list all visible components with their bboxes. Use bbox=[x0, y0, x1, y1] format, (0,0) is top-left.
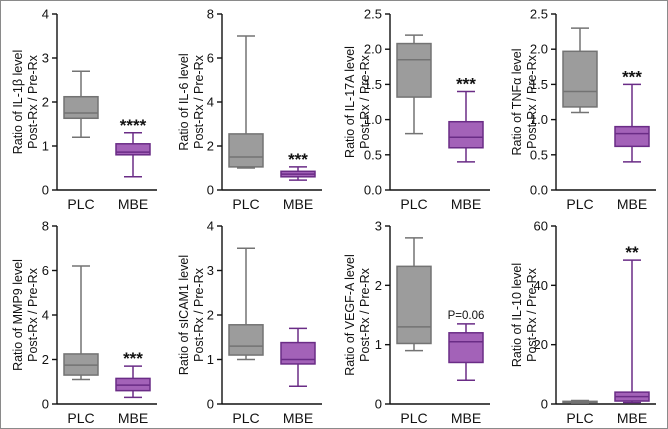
y-tick-label: 3 bbox=[207, 263, 214, 278]
plc-category-label: PLC bbox=[566, 196, 593, 212]
y-tick-label: 1.5 bbox=[530, 77, 548, 92]
y-axis-label: Post-Rx / Pre-Rx bbox=[192, 54, 206, 149]
plc-category-label: PLC bbox=[67, 410, 94, 426]
mbe-box bbox=[115, 143, 151, 156]
y-tick-label: 6 bbox=[42, 263, 49, 278]
y-tick-label: 2.5 bbox=[530, 7, 548, 22]
y-axis-label: Post-Rx / Pre-Rx bbox=[525, 267, 539, 362]
y-tick-label: 1.0 bbox=[364, 112, 382, 127]
y-axis-label: Post-Rx / Pre-Rx bbox=[525, 54, 539, 149]
plc-category-label: PLC bbox=[566, 410, 593, 426]
y-axis-label: Ratio of TNFα level bbox=[510, 48, 524, 155]
y-tick-label: 40 bbox=[534, 278, 548, 293]
significance-annotation: *** bbox=[456, 74, 476, 93]
plc-box bbox=[228, 133, 264, 168]
y-tick-label: 3 bbox=[42, 51, 49, 66]
y-tick-label: 4 bbox=[207, 219, 214, 234]
y-tick-label: 0 bbox=[375, 397, 382, 412]
mbe-box bbox=[448, 332, 484, 364]
mbe-category-label: MBE bbox=[451, 196, 481, 212]
significance-annotation: *** bbox=[622, 67, 642, 86]
plc-category-label: PLC bbox=[400, 410, 427, 426]
y-axis-label: Ratio of sICAM1 level bbox=[177, 255, 191, 375]
mbe-category-label: MBE bbox=[451, 410, 481, 426]
mbe-category-label: MBE bbox=[617, 196, 647, 212]
mbe-category-label: MBE bbox=[283, 410, 313, 426]
significance-annotation: **** bbox=[120, 116, 147, 135]
plc-box bbox=[396, 265, 432, 345]
y-tick-label: 0.0 bbox=[530, 183, 548, 198]
y-tick-label: 0.5 bbox=[364, 147, 382, 162]
y-tick-label: 0.0 bbox=[364, 183, 382, 198]
plc-box bbox=[396, 42, 432, 98]
mbe-category-label: MBE bbox=[617, 410, 647, 426]
significance-annotation: P=0.06 bbox=[448, 310, 485, 322]
y-tick-label: 2.5 bbox=[364, 7, 382, 22]
y-tick-label: 0 bbox=[42, 183, 49, 198]
y-tick-label: 8 bbox=[207, 7, 214, 22]
y-axis-label: Post-Rx / Pre-Rx bbox=[26, 54, 40, 149]
y-axis-label: Ratio of IL-6 level bbox=[177, 53, 191, 150]
y-tick-label: 0 bbox=[541, 397, 548, 412]
y-tick-label: 4 bbox=[42, 308, 49, 323]
mbe-box bbox=[280, 341, 316, 365]
y-tick-label: 20 bbox=[534, 337, 548, 352]
y-axis-label: Post-Rx / Pre-Rx bbox=[192, 267, 206, 362]
y-tick-label: 0.5 bbox=[530, 147, 548, 162]
y-tick-label: 6 bbox=[207, 51, 214, 66]
plc-category-label: PLC bbox=[232, 196, 259, 212]
y-axis-label: Ratio of IL-17A level bbox=[343, 46, 357, 158]
y-tick-label: 0 bbox=[207, 183, 214, 198]
plc-category-label: PLC bbox=[400, 196, 427, 212]
y-axis-label: Ratio of IL-10 level bbox=[510, 263, 524, 367]
y-axis-label: Ratio of IL-1β level bbox=[11, 50, 25, 154]
mbe-category-label: MBE bbox=[118, 196, 148, 212]
plc-category-label: PLC bbox=[67, 196, 94, 212]
y-tick-label: 4 bbox=[42, 7, 49, 22]
y-axis-label: Post-Rx / Pre-Rx bbox=[358, 267, 372, 362]
y-axis-label: Post-Rx / Pre-Rx bbox=[26, 267, 40, 362]
mbe-category-label: MBE bbox=[118, 410, 148, 426]
y-tick-label: 1 bbox=[375, 337, 382, 352]
y-tick-label: 1.0 bbox=[530, 112, 548, 127]
y-tick-label: 4 bbox=[207, 95, 214, 110]
y-tick-label: 2 bbox=[42, 95, 49, 110]
y-tick-label: 1 bbox=[42, 139, 49, 154]
y-tick-label: 0 bbox=[207, 397, 214, 412]
y-axis-label: Ratio of VEGF-A level bbox=[343, 254, 357, 376]
plc-box bbox=[228, 324, 264, 356]
plc-category-label: PLC bbox=[232, 410, 259, 426]
significance-annotation: *** bbox=[123, 349, 143, 368]
y-tick-label: 8 bbox=[42, 219, 49, 234]
significance-annotation: *** bbox=[288, 150, 308, 169]
y-tick-label: 2 bbox=[207, 139, 214, 154]
y-tick-label: 1 bbox=[207, 352, 214, 367]
plc-box bbox=[562, 50, 598, 108]
y-tick-label: 2 bbox=[42, 352, 49, 367]
y-tick-label: 2 bbox=[207, 308, 214, 323]
mbe-category-label: MBE bbox=[283, 196, 313, 212]
mbe-box bbox=[448, 120, 484, 149]
y-tick-label: 2.0 bbox=[364, 42, 382, 57]
y-tick-label: 2.0 bbox=[530, 42, 548, 57]
y-axis-label: Ratio of MMP9 level bbox=[11, 259, 25, 371]
y-tick-label: 1.5 bbox=[364, 77, 382, 92]
y-tick-label: 60 bbox=[534, 219, 548, 234]
mbe-box bbox=[614, 125, 650, 148]
y-axis-label: Post-Rx / Pre-Rx bbox=[358, 54, 372, 149]
significance-annotation: ** bbox=[625, 243, 639, 262]
y-tick-label: 3 bbox=[375, 219, 382, 234]
y-tick-label: 0 bbox=[42, 397, 49, 412]
y-tick-label: 2 bbox=[375, 278, 382, 293]
